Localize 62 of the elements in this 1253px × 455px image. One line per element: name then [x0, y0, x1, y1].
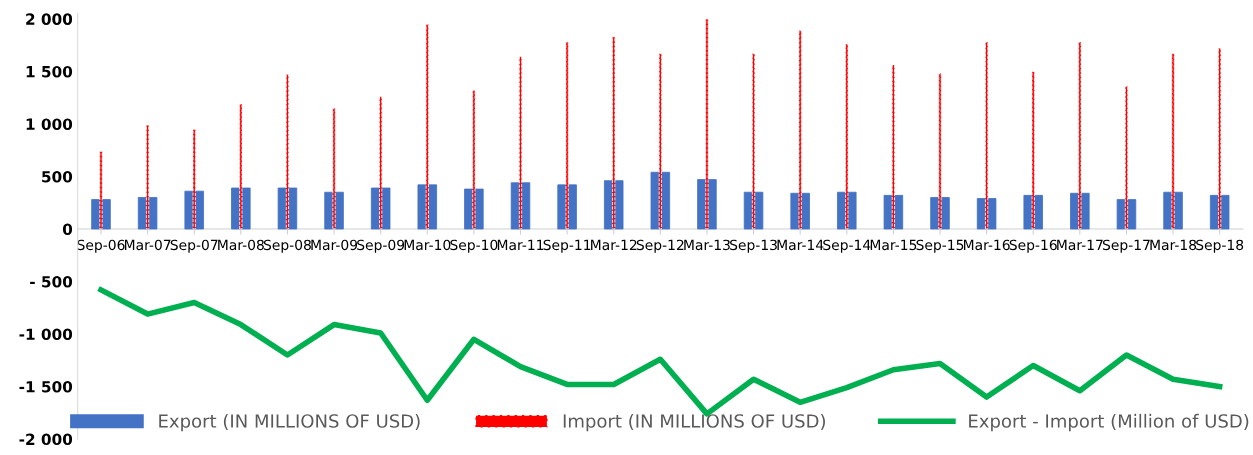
bar	[285, 74, 290, 230]
bar	[1078, 41, 1082, 230]
bar	[565, 41, 569, 230]
x-tick-label: Sep-13	[730, 239, 777, 253]
x-tick-label: Sep-18	[1196, 239, 1244, 253]
bar	[332, 107, 336, 230]
x-tick-label: Mar-11	[497, 239, 544, 251]
bar	[99, 150, 103, 230]
y-tick-label: -2 000	[19, 433, 73, 446]
y-tick-label: 0	[62, 223, 73, 236]
bar	[845, 43, 849, 230]
legend-label: Export - Import (Million of USD)	[969, 413, 1249, 432]
y-tick-label: - 500	[30, 275, 73, 288]
x-tick-label: Mar-14	[777, 239, 824, 251]
x-tick-label: Mar-15	[870, 239, 917, 251]
bar	[798, 30, 802, 230]
bar	[425, 23, 429, 230]
bar	[612, 36, 616, 230]
y-tick-label: 1 500	[26, 65, 73, 78]
x-tick-label: Mar-16	[963, 239, 1010, 251]
bar	[891, 64, 895, 230]
x-tick-label: Sep-12	[636, 239, 684, 253]
bar	[239, 103, 243, 230]
bar	[751, 53, 756, 230]
x-tick-label: Mar-17	[1057, 239, 1103, 251]
bar	[985, 41, 989, 230]
x-tick-label: Mar-10	[404, 239, 451, 251]
x-tick-label: Sep-16	[1009, 239, 1057, 253]
bar	[1124, 85, 1129, 230]
bar	[1218, 47, 1222, 230]
x-tick-label: Sep-06	[77, 239, 125, 253]
bar	[938, 73, 942, 230]
legend-label: Import (IN MILLIONS OF USD)	[563, 413, 825, 432]
y-tick-label: 500	[42, 170, 73, 183]
x-tick-label: Mar-13	[684, 239, 730, 251]
x-tick-label: Mar-08	[218, 239, 264, 251]
x-tick-label: Sep-17	[1102, 239, 1150, 253]
y-tick-label: -1 500	[19, 381, 73, 393]
x-tick-label: Sep-07	[170, 239, 218, 253]
bar	[146, 124, 150, 230]
bar	[705, 18, 709, 230]
bar	[379, 96, 383, 230]
bar	[658, 53, 662, 230]
legend-label: Export (IN MILLIONS OF USD)	[159, 413, 420, 432]
bar	[472, 89, 476, 230]
bar	[1171, 53, 1175, 230]
x-tick-label: Sep-08	[263, 239, 311, 253]
y-tick-label: 1 000	[26, 118, 73, 130]
x-tick-label: Mar-07	[124, 239, 171, 251]
x-tick-label: Mar-12	[591, 239, 637, 251]
x-tick-label: Sep-11	[543, 239, 591, 253]
x-tick-label: Mar-18	[1150, 239, 1197, 251]
x-tick-label: Sep-09	[357, 239, 405, 253]
x-tick-label: Mar-09	[311, 239, 358, 251]
y-tick-label: 2 000	[26, 13, 73, 25]
bar	[192, 128, 196, 230]
bar	[518, 56, 523, 230]
x-tick-label: Sep-10	[450, 239, 498, 253]
y-tick-label: -1 000	[19, 328, 73, 341]
bar	[1031, 71, 1035, 230]
x-tick-label: Sep-14	[823, 239, 871, 253]
x-tick-label: Sep-15	[916, 239, 964, 253]
